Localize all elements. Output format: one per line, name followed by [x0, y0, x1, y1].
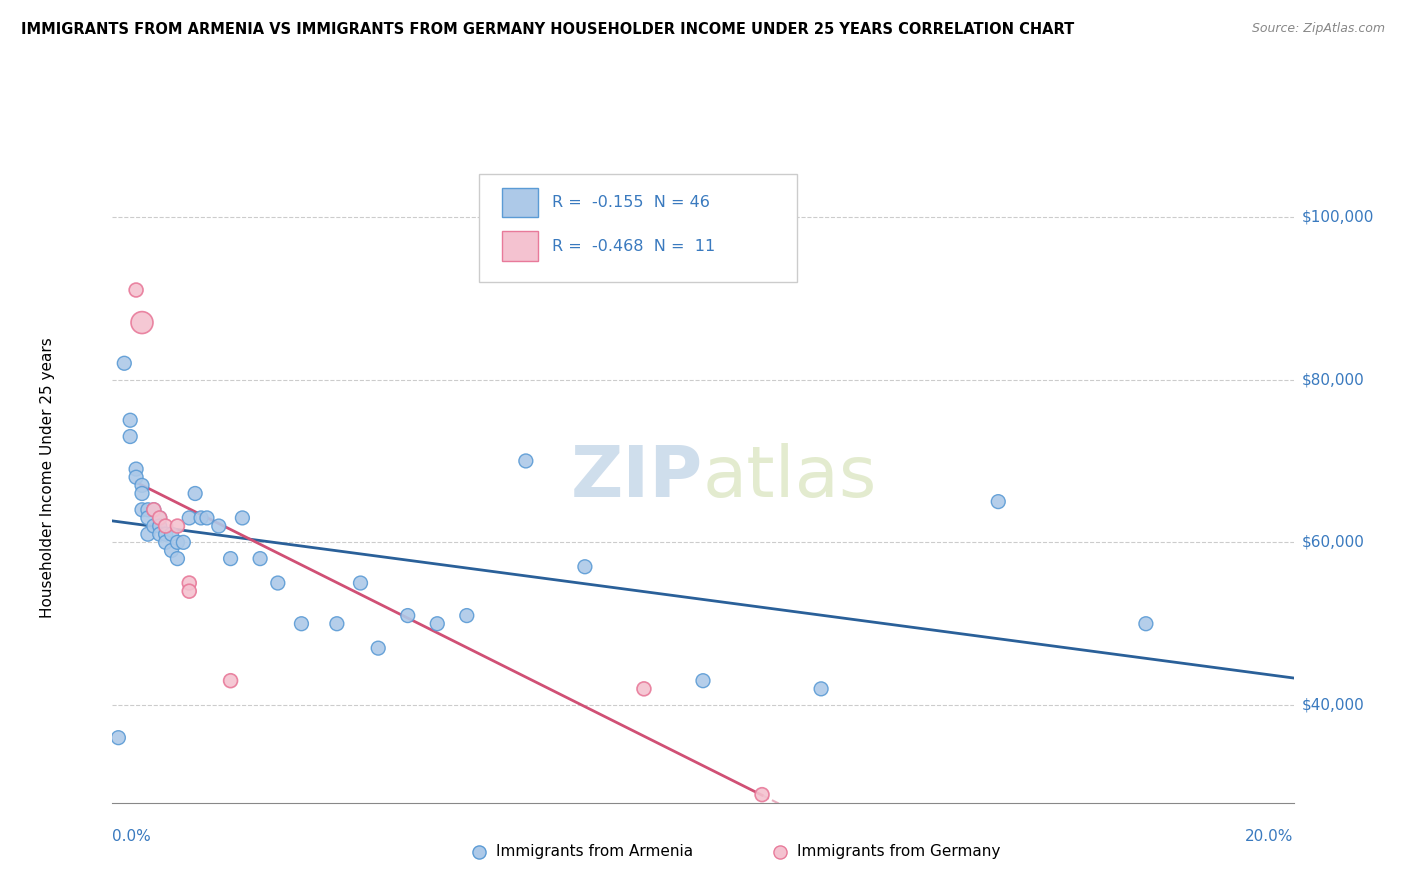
- Point: [142, 519, 165, 533]
- Point: [155, 535, 177, 549]
- Point: [349, 576, 371, 591]
- Point: [231, 511, 253, 525]
- Point: [692, 673, 714, 688]
- Point: [172, 535, 194, 549]
- Point: [810, 681, 832, 696]
- Point: [426, 616, 449, 631]
- Point: [131, 316, 153, 330]
- Point: [125, 470, 148, 484]
- Point: [149, 511, 172, 525]
- Text: 20.0%: 20.0%: [1246, 829, 1294, 844]
- Point: [367, 641, 389, 656]
- Point: [633, 681, 655, 696]
- Point: [125, 283, 148, 297]
- Point: [751, 788, 773, 802]
- Point: [166, 535, 188, 549]
- Point: [136, 527, 159, 541]
- Point: [184, 486, 207, 500]
- Text: IMMIGRANTS FROM ARMENIA VS IMMIGRANTS FROM GERMANY HOUSEHOLDER INCOME UNDER 25 Y: IMMIGRANTS FROM ARMENIA VS IMMIGRANTS FR…: [21, 22, 1074, 37]
- Point: [574, 559, 596, 574]
- Text: R =  -0.155  N = 46: R = -0.155 N = 46: [551, 195, 710, 210]
- Point: [155, 519, 177, 533]
- Point: [125, 462, 148, 476]
- FancyBboxPatch shape: [478, 175, 797, 282]
- Point: [456, 608, 478, 623]
- Point: [290, 616, 312, 631]
- Point: [136, 503, 159, 517]
- Point: [208, 519, 231, 533]
- Text: $40,000: $40,000: [1302, 698, 1365, 713]
- Text: Householder Income Under 25 years: Householder Income Under 25 years: [39, 337, 55, 617]
- Point: [142, 503, 165, 517]
- Point: [107, 731, 129, 745]
- Text: $100,000: $100,000: [1302, 210, 1374, 224]
- Point: [515, 454, 537, 468]
- Point: [179, 511, 201, 525]
- Point: [267, 576, 290, 591]
- Text: R =  -0.468  N =  11: R = -0.468 N = 11: [551, 238, 716, 253]
- Point: [219, 673, 242, 688]
- Bar: [502, 231, 537, 260]
- Text: atlas: atlas: [703, 442, 877, 512]
- Point: [190, 511, 212, 525]
- Point: [195, 511, 218, 525]
- Point: [112, 356, 135, 370]
- Text: Immigrants from Armenia: Immigrants from Armenia: [496, 844, 693, 859]
- Text: ZIP: ZIP: [571, 442, 703, 512]
- Point: [987, 494, 1010, 508]
- Point: [131, 478, 153, 492]
- Point: [326, 616, 349, 631]
- Point: [149, 511, 172, 525]
- Point: [142, 503, 165, 517]
- Point: [249, 551, 271, 566]
- Text: $80,000: $80,000: [1302, 372, 1365, 387]
- Point: [179, 576, 201, 591]
- Text: Immigrants from Germany: Immigrants from Germany: [797, 844, 1001, 859]
- Point: [160, 543, 183, 558]
- Point: [155, 527, 177, 541]
- Point: [120, 429, 142, 443]
- Point: [131, 486, 153, 500]
- Point: [136, 511, 159, 525]
- Point: [166, 551, 188, 566]
- Point: [1135, 616, 1157, 631]
- Text: 0.0%: 0.0%: [112, 829, 152, 844]
- Point: [179, 584, 201, 599]
- Point: [160, 527, 183, 541]
- Point: [131, 503, 153, 517]
- Point: [120, 413, 142, 427]
- Text: $60,000: $60,000: [1302, 535, 1365, 549]
- Text: Source: ZipAtlas.com: Source: ZipAtlas.com: [1251, 22, 1385, 36]
- Point: [149, 519, 172, 533]
- Point: [396, 608, 419, 623]
- Point: [149, 527, 172, 541]
- Point: [166, 519, 188, 533]
- Bar: [502, 188, 537, 217]
- Point: [219, 551, 242, 566]
